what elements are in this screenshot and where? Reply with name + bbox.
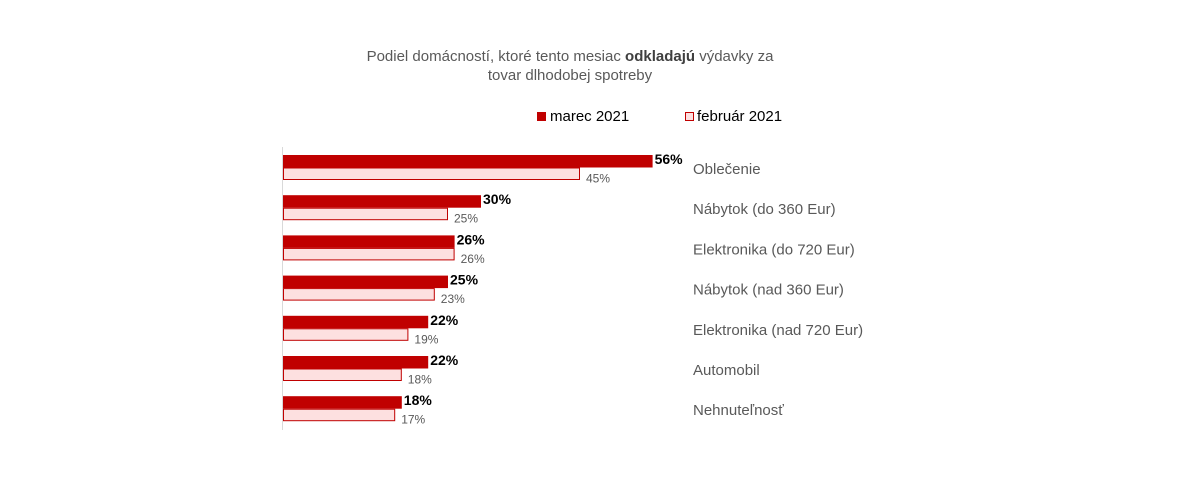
bar-marec-4 [283, 315, 429, 329]
data-label-marec-6: 18% [404, 392, 433, 408]
category-label-0: Oblečenie [693, 161, 761, 178]
legend-swatch-februar [685, 112, 694, 121]
category-label-4: Elektronika (nad 720 Eur) [693, 322, 863, 339]
category-label-6: Nehnuteľnosť [693, 402, 784, 419]
bar-marec-1 [283, 195, 481, 208]
data-label-februar-0: 45% [586, 172, 610, 186]
legend-swatch-marec [537, 112, 546, 121]
data-label-marec-2: 26% [457, 231, 486, 247]
bar-februar-0 [283, 167, 580, 180]
data-label-februar-6: 17% [401, 413, 425, 427]
chart-title-line1: Podiel domácností, ktoré tento mesiac od… [367, 48, 775, 65]
data-label-marec-3: 25% [450, 272, 479, 288]
data-label-februar-2: 26% [461, 252, 485, 266]
category-label-3: Nábytok (nad 360 Eur) [693, 282, 844, 299]
data-label-februar-5: 18% [408, 373, 432, 387]
chart-title-part3: výdavky za [695, 48, 774, 65]
data-label-marec-0: 56% [655, 151, 684, 167]
bars-group: 56% 45% Oblečenie 30% 25% Nábytok (do 360 Eur… [283, 151, 863, 427]
data-label-marec-1: 30% [483, 191, 512, 207]
bar-marec-0 [283, 155, 653, 168]
chart-title-part1: Podiel domácností, ktoré tento mesiac [367, 48, 625, 65]
bar-marec-3 [283, 275, 448, 289]
chart-title-line2: tovar dlhodobej spotreby [488, 67, 653, 84]
legend: marec 2021 február 2021 [537, 108, 782, 125]
bar-februar-2 [283, 247, 455, 261]
data-label-marec-5: 22% [430, 352, 459, 368]
data-label-februar-1: 25% [454, 212, 478, 226]
bar-februar-5 [283, 368, 402, 381]
category-label-1: Nábytok (do 360 Eur) [693, 201, 836, 218]
category-label-5: Automobil [693, 362, 760, 379]
legend-label-februar: február 2021 [697, 108, 782, 125]
bar-februar-6 [283, 408, 396, 422]
chart-title-bold: odkladajú [625, 48, 695, 65]
category-label-2: Elektronika (do 720 Eur) [693, 241, 855, 258]
bar-februar-4 [283, 328, 409, 341]
data-label-februar-4: 19% [414, 332, 438, 346]
bar-marec-6 [283, 396, 402, 409]
data-label-februar-3: 23% [441, 292, 465, 306]
bar-marec-2 [283, 235, 455, 248]
bar-februar-3 [283, 288, 435, 301]
legend-label-marec: marec 2021 [550, 108, 629, 125]
bar-marec-5 [283, 356, 429, 369]
bar-februar-1 [283, 207, 448, 221]
data-label-marec-4: 22% [430, 312, 459, 328]
